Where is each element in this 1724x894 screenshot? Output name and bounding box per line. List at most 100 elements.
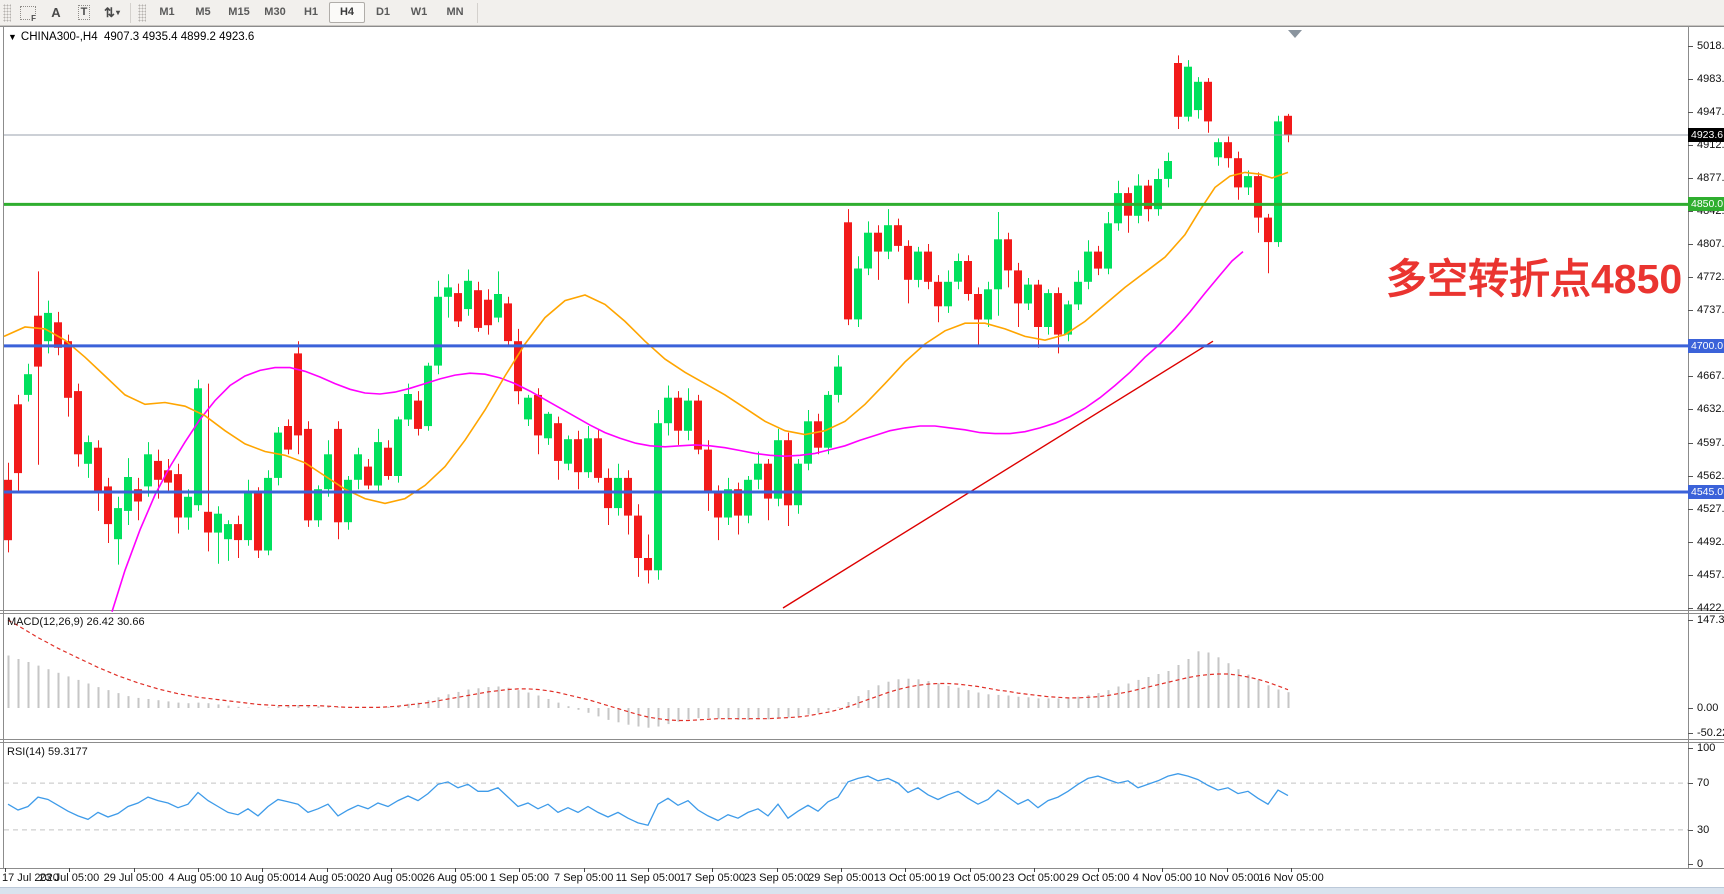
- rsi-tick-label: 0: [1697, 857, 1704, 870]
- time-label: 14 Aug 05:00: [294, 872, 359, 884]
- macd-tick: [1688, 619, 1693, 621]
- font-a-icon[interactable]: A: [51, 5, 61, 20]
- rsi-tick-label: 100: [1697, 741, 1716, 754]
- price-tick: [1688, 475, 1693, 477]
- macd-plot: [7, 619, 1290, 728]
- price-tick-label: 4667.0: [1697, 370, 1724, 383]
- timeframe-button-group: M1 M5 M15 M30 H1 H4 D1 W1 MN: [149, 2, 473, 23]
- timeframe-button-m5[interactable]: M5: [195, 6, 211, 18]
- time-label: 19 Oct 05:00: [938, 872, 1001, 884]
- object-arrows-icon[interactable]: ⇅ ▾: [104, 4, 120, 20]
- timeframe-button-d1[interactable]: D1: [375, 6, 391, 18]
- ma-fast-line: [3, 171, 1289, 505]
- timeframe-button-mn[interactable]: MN: [446, 6, 464, 18]
- time-tick: [326, 868, 328, 872]
- price-tick: [1688, 112, 1693, 114]
- horizontal-level-lines[interactable]: [4, 134, 1688, 494]
- time-label: 17 Sep 05:00: [679, 872, 746, 884]
- macd-tick-label: 0.00: [1697, 701, 1719, 714]
- time-tick: [133, 868, 135, 872]
- time-tick: [583, 868, 585, 872]
- rsi-value: 59.3177: [47, 746, 88, 758]
- time-label: 1 Sep 05:00: [489, 872, 550, 884]
- rsi-tick-label: 30: [1697, 823, 1710, 836]
- price-tick-label: 4527.0: [1697, 502, 1724, 515]
- window-border-top: [0, 26, 1724, 27]
- time-tick: [197, 868, 199, 872]
- panel-separator-rsi[interactable]: [0, 739, 1724, 740]
- time-label: 17 Jul 2020: [2, 872, 59, 884]
- price-axis-border: [1688, 26, 1689, 869]
- trend-line[interactable]: [782, 340, 1214, 609]
- price-tick: [1688, 541, 1693, 543]
- chevron-down-icon[interactable]: ▼: [8, 32, 17, 42]
- price-tick-label: 4597.0: [1697, 436, 1724, 449]
- price-tick: [1688, 607, 1693, 609]
- time-tick: [1098, 868, 1100, 872]
- timeframe-button-h4[interactable]: H4: [329, 2, 365, 23]
- time-tick: [5, 868, 6, 872]
- time-label: 29 Oct 05:00: [1066, 872, 1130, 884]
- chart-shift-marker-icon[interactable]: [1288, 30, 1302, 38]
- dropdown-caret-icon[interactable]: ▾: [115, 8, 120, 17]
- time-label: 23 Sep 05:00: [743, 872, 810, 884]
- time-axis-border: [0, 868, 1724, 869]
- text-label-icon[interactable]: T: [70, 2, 98, 24]
- rsi-tick: [1688, 782, 1693, 784]
- toolbar-separator: [130, 2, 131, 23]
- time-label: 20 Aug 05:00: [358, 872, 424, 884]
- ma-slow-line: [111, 250, 1244, 613]
- price-badge-4545.0: 4545.0: [1688, 485, 1724, 500]
- toolbar-grip[interactable]: [3, 3, 11, 22]
- price-tick-label: 4983.0: [1697, 72, 1724, 85]
- time-tick: [648, 868, 649, 872]
- time-label: 10 Aug 05:00: [229, 872, 295, 884]
- window-border-left: [3, 26, 4, 868]
- rsi-tick: [1688, 863, 1693, 865]
- time-label: 13 Oct 05:00: [873, 872, 937, 884]
- time-tick: [262, 868, 264, 872]
- time-label: 4 Aug 05:00: [168, 872, 228, 884]
- time-label: 4 Nov 05:00: [1132, 872, 1193, 884]
- symbol-period-label: CHINA300-,H4: [20, 31, 98, 43]
- price-badge-4700.0: 4700.0: [1688, 338, 1724, 353]
- price-tick: [1688, 442, 1693, 444]
- price-badge-4850.0: 4850.0: [1688, 197, 1724, 212]
- time-tick: [390, 868, 392, 872]
- price-tick-label: 4562.0: [1697, 469, 1724, 482]
- price-tick-label: 4947.0: [1697, 106, 1724, 119]
- price-tick: [1688, 310, 1693, 312]
- timeframe-button-m15[interactable]: M15: [228, 6, 250, 18]
- panel-separator-macd[interactable]: [0, 610, 1724, 611]
- price-tick-label: 4422.0: [1697, 601, 1724, 614]
- chart-text-annotation[interactable]: 多空转折点4850: [1386, 256, 1683, 302]
- timeframe-button-m1[interactable]: M1: [159, 6, 175, 18]
- price-tick-label: 4912.0: [1697, 139, 1724, 152]
- timeframe-button-w1[interactable]: W1: [410, 6, 428, 18]
- price-tick: [1688, 78, 1693, 80]
- timeframe-button-m30[interactable]: M30: [264, 6, 286, 18]
- timeframe-button-h1[interactable]: H1: [303, 6, 319, 18]
- time-tick: [1291, 868, 1292, 872]
- time-label: 10 Nov 05:00: [1193, 872, 1260, 884]
- rsi-tick: [1688, 747, 1693, 749]
- toolbar: F A T ⇅ ▾ M1 M5 M15 M30 H1 H4 D1 W1 MN: [0, 0, 1724, 26]
- time-label: 16 Nov 05:00: [1258, 872, 1324, 884]
- rsi-plot: [4, 773, 1688, 831]
- price-tick-label: 4877.0: [1697, 172, 1724, 185]
- panel-separator-rsi[interactable]: [0, 742, 1724, 743]
- time-label: 7 Sep 05:00: [554, 872, 614, 884]
- price-tick: [1688, 376, 1693, 378]
- window-bottom-edge: [0, 887, 1724, 894]
- time-tick: [1162, 868, 1164, 872]
- price-tick-label: 4807.0: [1697, 238, 1724, 251]
- time-tick: [905, 868, 907, 872]
- panel-separator-macd[interactable]: [0, 613, 1724, 614]
- chart-grid-f-icon[interactable]: F: [14, 2, 42, 24]
- time-tick: [1033, 868, 1035, 872]
- toolbar-grip[interactable]: [138, 3, 146, 22]
- price-tick: [1688, 409, 1693, 411]
- rsi-label: RSI(14) 59.3177: [7, 746, 88, 758]
- macd-label: MACD(12,26,9) 26.42 30.66: [7, 616, 145, 628]
